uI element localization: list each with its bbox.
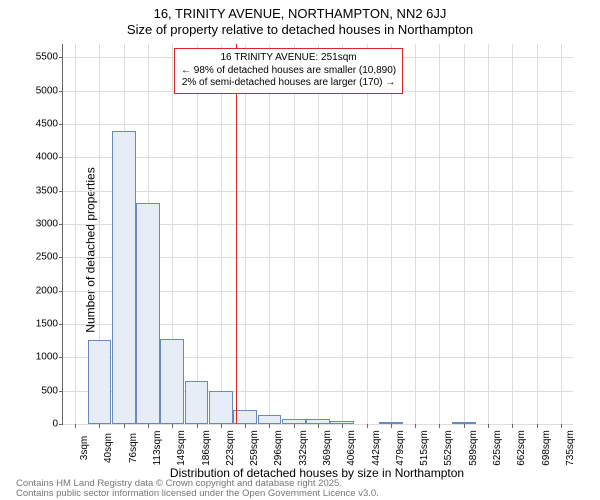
x-tick-label: 735sqm <box>561 430 576 466</box>
callout-line-2: ← 98% of detached houses are smaller (10… <box>181 65 396 78</box>
x-tick-mark <box>318 424 319 428</box>
x-tick-mark <box>561 424 562 428</box>
x-tick-label: 479sqm <box>391 430 406 466</box>
gridline-v <box>488 44 489 424</box>
y-tick-label: 1500 <box>36 319 63 330</box>
histogram-bar <box>136 203 160 424</box>
histogram-bar <box>185 381 209 424</box>
footer-line-2: Contains public sector information licen… <box>16 489 584 499</box>
x-tick-mark <box>99 424 100 428</box>
x-tick-label: 662sqm <box>512 430 527 466</box>
gridline-v <box>75 44 76 424</box>
x-tick-mark <box>415 424 416 428</box>
x-tick-mark <box>124 424 125 428</box>
x-tick-label: 3sqm <box>75 436 90 460</box>
gridline-v <box>415 44 416 424</box>
x-tick-mark <box>342 424 343 428</box>
x-tick-mark <box>488 424 489 428</box>
histogram-bar <box>112 131 136 424</box>
gridline-v <box>439 44 440 424</box>
x-tick-mark <box>537 424 538 428</box>
gridline-v <box>367 44 368 424</box>
x-tick-label: 515sqm <box>415 430 430 466</box>
x-tick-mark <box>197 424 198 428</box>
y-tick-label: 1000 <box>36 352 63 363</box>
gridline-v <box>269 44 270 424</box>
title-line-1: 16, TRINITY AVENUE, NORTHAMPTON, NN2 6JJ <box>0 6 600 21</box>
x-tick-label: 296sqm <box>269 430 284 466</box>
x-tick-label: 223sqm <box>221 430 236 466</box>
x-tick-label: 406sqm <box>342 430 357 466</box>
y-tick-label: 2000 <box>36 285 63 296</box>
gridline-v <box>197 44 198 424</box>
x-tick-label: 76sqm <box>124 433 139 463</box>
x-tick-label: 113sqm <box>148 431 163 466</box>
x-tick-mark <box>269 424 270 428</box>
histogram-bar <box>209 391 233 424</box>
histogram-bar <box>379 422 403 424</box>
histogram-bar <box>88 340 112 424</box>
chart-container: 16, TRINITY AVENUE, NORTHAMPTON, NN2 6JJ… <box>0 0 600 500</box>
y-tick-label: 2500 <box>36 252 63 263</box>
y-tick-label: 5500 <box>36 52 63 63</box>
gridline-v <box>512 44 513 424</box>
x-tick-label: 589sqm <box>464 430 479 466</box>
y-tick-label: 4500 <box>36 119 63 130</box>
gridline-v <box>318 44 319 424</box>
title-line-2: Size of property relative to detached ho… <box>0 22 600 37</box>
y-tick-label: 3000 <box>36 219 63 230</box>
x-tick-label: 625sqm <box>488 430 503 466</box>
marker-line <box>236 44 237 424</box>
x-tick-label: 149sqm <box>172 430 187 466</box>
x-tick-label: 40sqm <box>99 433 114 463</box>
histogram-bar <box>330 421 354 424</box>
gridline-v <box>391 44 392 424</box>
gridline-v <box>561 44 562 424</box>
histogram-bar <box>306 419 330 424</box>
x-tick-label: 332sqm <box>294 430 309 466</box>
x-tick-label: 369sqm <box>318 430 333 466</box>
x-tick-mark <box>172 424 173 428</box>
gridline-v <box>464 44 465 424</box>
callout-box: 16 TRINITY AVENUE: 251sqm ← 98% of detac… <box>174 48 403 94</box>
x-tick-mark <box>367 424 368 428</box>
x-tick-label: 186sqm <box>197 430 212 466</box>
histogram-bar <box>452 422 476 424</box>
y-tick-label: 5000 <box>36 85 63 96</box>
footer-attribution: Contains HM Land Registry data © Crown c… <box>16 479 584 498</box>
x-tick-label: 259sqm <box>245 430 260 466</box>
gridline-v <box>342 44 343 424</box>
histogram-bar <box>160 339 184 424</box>
gridline-v <box>294 44 295 424</box>
x-tick-mark <box>221 424 222 428</box>
callout-line-1: 16 TRINITY AVENUE: 251sqm <box>181 52 396 65</box>
x-tick-mark <box>75 424 76 428</box>
plot-area: 0500100015002000250030003500400045005000… <box>62 44 573 425</box>
x-tick-mark <box>245 424 246 428</box>
y-tick-label: 4000 <box>36 152 63 163</box>
x-tick-label: 552sqm <box>439 430 454 466</box>
x-tick-mark <box>512 424 513 428</box>
gridline-v <box>537 44 538 424</box>
x-tick-mark <box>391 424 392 428</box>
gridline-v <box>221 44 222 424</box>
y-tick-label: 3500 <box>36 185 63 196</box>
x-tick-label: 442sqm <box>367 430 382 466</box>
histogram-bar <box>282 419 306 424</box>
x-tick-label: 698sqm <box>537 430 552 466</box>
y-tick-label: 0 <box>52 419 63 430</box>
y-tick-label: 500 <box>41 385 63 396</box>
x-tick-mark <box>148 424 149 428</box>
x-tick-mark <box>464 424 465 428</box>
x-tick-mark <box>439 424 440 428</box>
histogram-bar <box>258 415 282 424</box>
gridline-v <box>245 44 246 424</box>
x-tick-mark <box>294 424 295 428</box>
callout-line-3: 2% of semi-detached houses are larger (1… <box>181 77 396 90</box>
